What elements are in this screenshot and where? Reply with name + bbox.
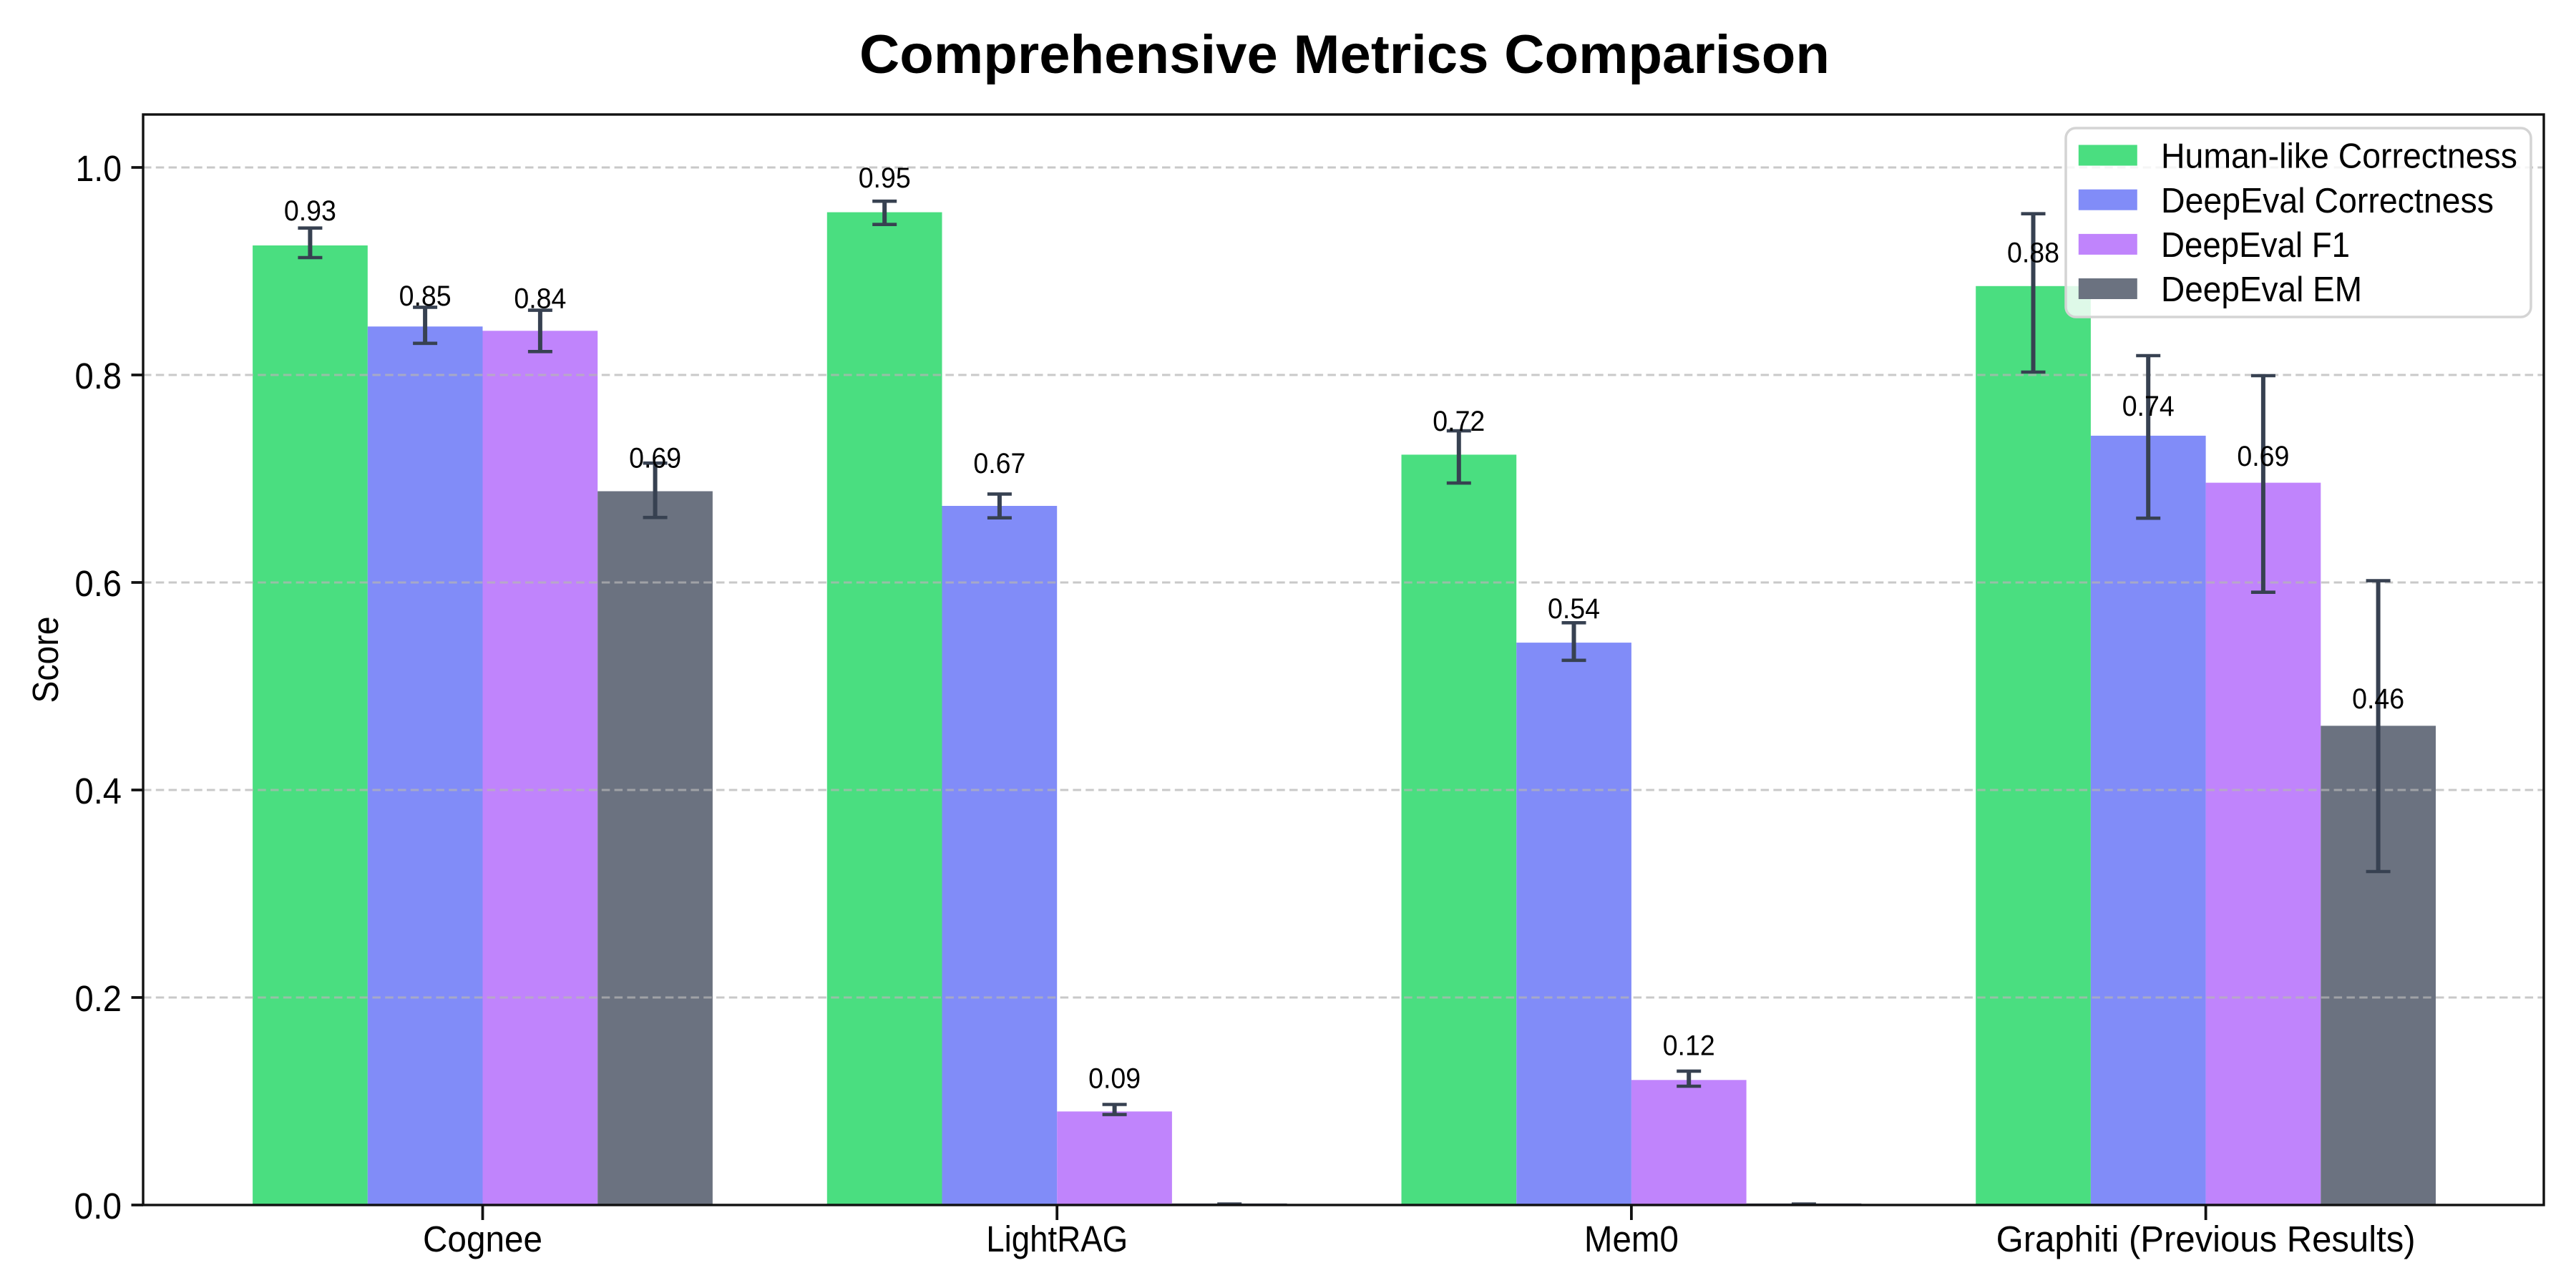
svg-text:Human-like Correctness: Human-like Correctness <box>2161 137 2517 176</box>
svg-text:Comprehensive Metrics Comparis: Comprehensive Metrics Comparison <box>859 24 1830 85</box>
svg-text:1.0: 1.0 <box>76 148 122 189</box>
svg-text:Mem0: Mem0 <box>1584 1219 1679 1259</box>
svg-text:0.4: 0.4 <box>75 771 122 811</box>
svg-text:0.69: 0.69 <box>2237 441 2289 472</box>
svg-text:0.8: 0.8 <box>75 356 122 396</box>
svg-text:Graphiti (Previous Results): Graphiti (Previous Results) <box>1996 1219 2416 1259</box>
svg-text:LightRAG: LightRAG <box>986 1219 1128 1259</box>
svg-text:DeepEval EM: DeepEval EM <box>2161 270 2362 309</box>
svg-text:DeepEval Correctness: DeepEval Correctness <box>2161 182 2494 220</box>
svg-text:0.46: 0.46 <box>2352 683 2404 715</box>
svg-text:Score: Score <box>25 617 66 703</box>
svg-text:0.09: 0.09 <box>1088 1063 1141 1094</box>
svg-text:0.69: 0.69 <box>629 443 681 474</box>
svg-text:Cognee: Cognee <box>423 1219 542 1259</box>
svg-text:0.72: 0.72 <box>1433 406 1485 437</box>
svg-text:0.6: 0.6 <box>75 563 122 604</box>
svg-text:DeepEval F1: DeepEval F1 <box>2161 226 2350 265</box>
svg-text:0.2: 0.2 <box>75 978 122 1019</box>
svg-text:0.88: 0.88 <box>2007 238 2059 269</box>
svg-text:0.84: 0.84 <box>514 283 566 315</box>
svg-text:0.54: 0.54 <box>1548 593 1600 625</box>
svg-text:0.74: 0.74 <box>2122 391 2175 422</box>
svg-text:0.95: 0.95 <box>859 162 911 194</box>
svg-text:0.12: 0.12 <box>1663 1030 1715 1062</box>
svg-text:0.93: 0.93 <box>284 195 336 227</box>
svg-text:0.0: 0.0 <box>74 1186 122 1226</box>
svg-text:0.67: 0.67 <box>973 448 1025 479</box>
svg-text:0.85: 0.85 <box>399 280 452 312</box>
